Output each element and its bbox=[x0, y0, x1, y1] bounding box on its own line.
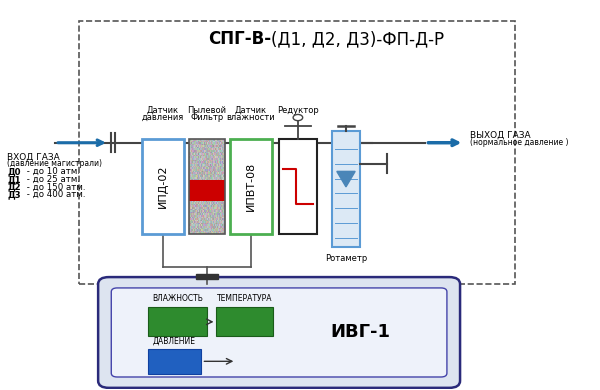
Text: - до 25 атм.: - до 25 атм. bbox=[24, 175, 80, 184]
Text: (нормальное давление ): (нормальное давление ) bbox=[470, 138, 569, 147]
Text: Д0: Д0 bbox=[7, 167, 21, 176]
Bar bbox=[148, 307, 208, 336]
Bar bbox=[189, 180, 225, 200]
Bar bbox=[148, 349, 202, 374]
FancyBboxPatch shape bbox=[332, 131, 361, 247]
Text: Фильтр: Фильтр bbox=[190, 113, 223, 122]
Text: ИВГ-1: ИВГ-1 bbox=[331, 323, 391, 342]
Text: СПГ-В-: СПГ-В- bbox=[208, 30, 271, 48]
FancyBboxPatch shape bbox=[278, 139, 317, 234]
FancyBboxPatch shape bbox=[79, 21, 515, 284]
FancyBboxPatch shape bbox=[111, 288, 447, 377]
Text: давления: давления bbox=[142, 113, 184, 122]
Bar bbox=[196, 274, 218, 279]
Text: ВХОД ГАЗА: ВХОД ГАЗА bbox=[7, 152, 60, 161]
Text: ВЛАЖНОСТЬ: ВЛАЖНОСТЬ bbox=[152, 294, 203, 303]
Text: влажности: влажности bbox=[227, 113, 275, 122]
Text: ИПД-02: ИПД-02 bbox=[158, 165, 167, 208]
Bar bbox=[217, 307, 273, 336]
Text: ТЕМПЕРАТУРА: ТЕМПЕРАТУРА bbox=[217, 294, 272, 303]
Circle shape bbox=[293, 114, 302, 121]
FancyBboxPatch shape bbox=[230, 139, 272, 234]
Text: - до 400 атм.: - до 400 атм. bbox=[24, 190, 86, 199]
Text: Д2: Д2 bbox=[7, 183, 21, 191]
Text: (Д1, Д2, Д3)-ФП-Д-Р: (Д1, Д2, Д3)-ФП-Д-Р bbox=[271, 30, 444, 48]
Text: Редуктор: Редуктор bbox=[277, 106, 319, 115]
Text: Д3: Д3 bbox=[7, 190, 21, 199]
Text: ДАВЛЕНИЕ: ДАВЛЕНИЕ bbox=[153, 337, 196, 346]
FancyBboxPatch shape bbox=[142, 139, 184, 234]
Text: Д1: Д1 bbox=[7, 175, 21, 184]
Text: ИПВТ-08: ИПВТ-08 bbox=[246, 162, 256, 211]
Text: Ротаметр: Ротаметр bbox=[325, 254, 367, 263]
Text: Датчик: Датчик bbox=[235, 106, 267, 115]
Text: ВЫХОД ГАЗА: ВЫХОД ГАЗА bbox=[470, 131, 531, 140]
Text: Датчик: Датчик bbox=[146, 106, 179, 115]
Polygon shape bbox=[337, 171, 355, 187]
FancyBboxPatch shape bbox=[98, 277, 460, 388]
Text: - до 10 атм.: - до 10 атм. bbox=[24, 167, 80, 176]
Text: (давление магистрали): (давление магистрали) bbox=[7, 160, 103, 168]
Text: Пылевой: Пылевой bbox=[187, 106, 226, 115]
Text: - до 150 атм.: - до 150 атм. bbox=[24, 183, 86, 191]
